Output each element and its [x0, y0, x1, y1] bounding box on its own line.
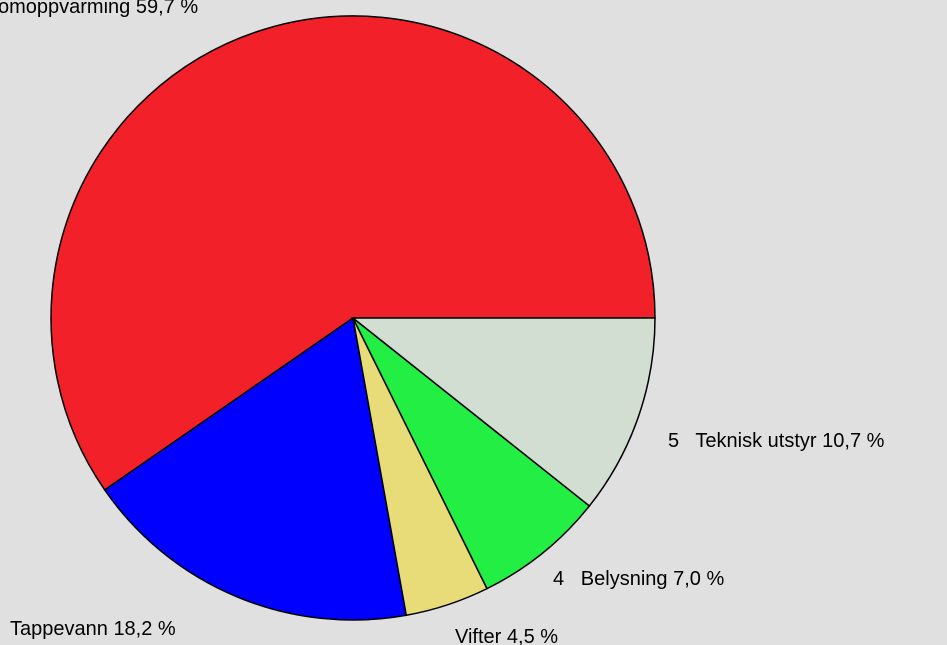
category-label: Tappevann [10, 618, 108, 640]
value-label: 10,7 % [822, 430, 884, 452]
pie-slice [352, 317, 591, 590]
slice-label: Tappevann 18,2 % [10, 618, 176, 640]
value-label: 7,0 % [673, 568, 724, 590]
pie-slice [103, 316, 408, 621]
category-label: Vifter [455, 626, 502, 645]
category-label: 4 Belysning [553, 568, 668, 590]
value-label: 59,7 % [136, 0, 198, 18]
pie-slice [350, 317, 656, 507]
pie-slice [50, 15, 656, 491]
value-label: 4,5 % [507, 626, 558, 645]
slice-label: Vifter 4,5 % [455, 626, 558, 645]
category-label: 5 Teknisk utstyr [668, 430, 817, 452]
slice-label: 4 Belysning 7,0 % [553, 568, 724, 590]
slice-label: omoppvarming 59,7 % [0, 0, 198, 18]
category-label: omoppvarming [0, 0, 130, 18]
slice-label: 5 Teknisk utstyr 10,7 % [668, 430, 885, 452]
value-label: 18,2 % [113, 618, 175, 640]
